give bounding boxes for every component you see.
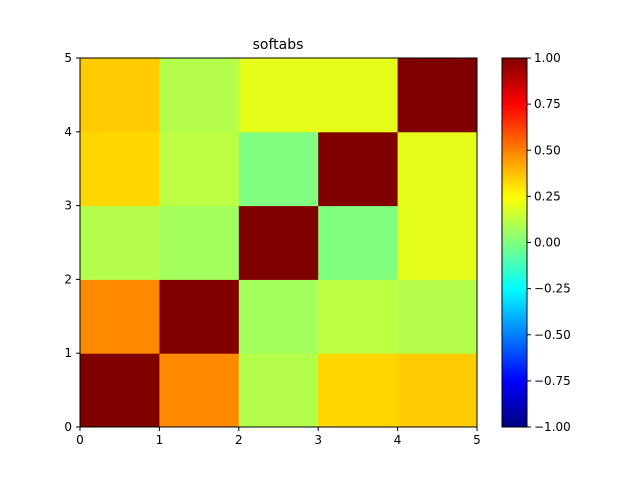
y-tick-label: 5 [64, 51, 72, 65]
heatmap-cell-r3-c0 [80, 131, 160, 207]
x-axis: 0 1 2 3 4 5 [76, 427, 481, 447]
colorbar-tick-label: −1.00 [534, 420, 571, 434]
heatmap-cell-r3-c4 [397, 131, 478, 207]
heatmap-cell-r0-c4 [397, 353, 478, 428]
heatmap-cell-r3-c1 [159, 131, 240, 207]
y-axis: 0 1 2 3 4 5 [64, 51, 80, 434]
heatmap-cell-r2-c0 [80, 205, 160, 280]
heatmap-cell-r1-c3 [318, 279, 399, 354]
heatmap-cell-r4-c0 [80, 58, 160, 133]
heatmap-cell-r0-c0 [80, 353, 160, 428]
heatmap-cell-r4-c1 [159, 58, 240, 133]
colorbar-tick-label: −0.50 [534, 328, 571, 342]
x-tick-label: 3 [314, 433, 322, 447]
heatmap-cell-r2-c4 [397, 205, 478, 280]
heatmap-cell-r3-c3 [318, 131, 399, 207]
heatmap-cell-r2-c2 [238, 205, 319, 280]
heatmap-cells [80, 58, 478, 428]
heatmap-cell-r1-c1 [159, 279, 240, 354]
colorbar: 1.00 0.75 0.50 0.25 0.00 −0.25 −0.50 −0.75 −1.00 [501, 51, 571, 434]
plot-frame [79, 57, 478, 428]
colorbar-gradient [502, 58, 527, 427]
y-tick-label: 1 [64, 346, 72, 360]
y-tick-label: 2 [64, 272, 72, 286]
y-tick-label: 3 [64, 199, 72, 213]
heatmap-cell-r1-c2 [238, 279, 319, 354]
colorbar-tick-label: −0.75 [534, 374, 571, 388]
heatmap-cell-r1-c0 [80, 279, 160, 354]
heatmap-cell-r0-c1 [159, 353, 240, 428]
heatmap-cell-r0-c3 [318, 353, 399, 428]
colorbar-tick-label: 0.75 [534, 97, 561, 111]
heatmap-cell-r3-c2 [238, 131, 319, 207]
x-tick-label: 4 [394, 433, 402, 447]
heatmap-cell-r4-c2 [238, 58, 319, 133]
x-tick-label: 1 [156, 433, 164, 447]
colorbar-tick-label: −0.25 [534, 282, 571, 296]
heatmap-cell-r4-c4 [397, 58, 478, 133]
colorbar-tick-label: 1.00 [534, 51, 561, 65]
x-tick-label: 2 [235, 433, 243, 447]
heatmap-cell-r2-c1 [159, 205, 240, 280]
x-tick-label: 5 [473, 433, 481, 447]
chart-title: softabs [253, 37, 304, 53]
y-tick-label: 0 [64, 420, 72, 434]
heatmap-cell-r2-c3 [318, 205, 399, 280]
y-tick-label: 4 [64, 125, 72, 139]
colorbar-tick-label: 0.50 [534, 143, 561, 157]
heatmap-cell-r4-c3 [318, 58, 399, 133]
x-tick-label: 0 [76, 433, 84, 447]
heatmap-cell-r1-c4 [397, 279, 478, 354]
heatmap-cell-r0-c2 [238, 353, 319, 428]
colorbar-tick-label: 0.25 [534, 189, 561, 203]
colorbar-tick-label: 0.00 [534, 236, 561, 250]
